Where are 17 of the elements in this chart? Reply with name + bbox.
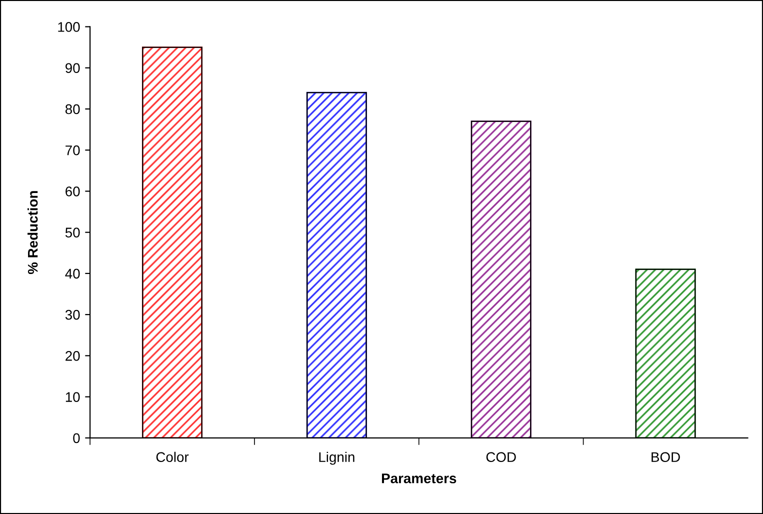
y-tick-label: 40 bbox=[65, 268, 80, 279]
y-tick-label: 90 bbox=[66, 63, 80, 74]
x-tick-label: Color bbox=[156, 452, 189, 462]
y-axis-title: % Reduction bbox=[28, 191, 38, 274]
x-tick-label: Lignin bbox=[319, 452, 354, 465]
x-tick-label: BOD bbox=[652, 452, 680, 462]
y-tick-label: 80 bbox=[65, 104, 80, 114]
x-axis-title: Parameters bbox=[382, 474, 456, 484]
y-tick-label: 70 bbox=[66, 145, 80, 156]
y-tick-label: 30 bbox=[65, 310, 80, 320]
y-tick-label: 0 bbox=[73, 433, 80, 444]
x-tick-label: COD bbox=[486, 452, 516, 462]
y-tick-label: 10 bbox=[66, 392, 80, 402]
y-tick-label: 60 bbox=[66, 186, 80, 196]
y-tick-label: 100 bbox=[58, 22, 80, 32]
y-tick-label: 20 bbox=[66, 351, 80, 361]
y-tick-label: 50 bbox=[65, 228, 80, 238]
